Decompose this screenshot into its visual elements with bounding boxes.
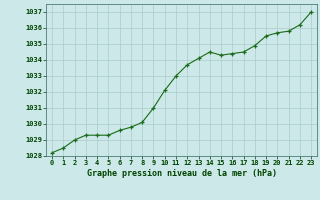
X-axis label: Graphe pression niveau de la mer (hPa): Graphe pression niveau de la mer (hPa) <box>87 169 276 178</box>
